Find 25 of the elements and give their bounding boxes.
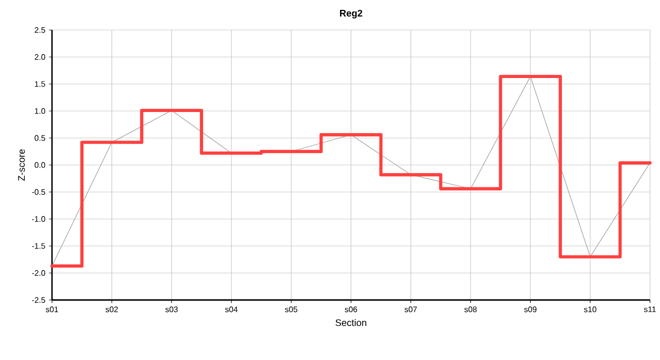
y-tick-label: 1.0 — [34, 108, 46, 114]
x-tick-label: s11 — [644, 306, 656, 312]
y-tick-label: -1.0 — [32, 216, 46, 222]
y-tick-label: 0.5 — [34, 135, 46, 141]
x-tick-label: s10 — [584, 306, 596, 312]
chart-title: Reg2 — [340, 10, 362, 18]
x-tick-label: s01 — [46, 306, 58, 312]
y-tick-label: 2.0 — [34, 54, 46, 60]
y-tick-label: -2.0 — [32, 270, 46, 276]
y-tick-label: -0.5 — [32, 189, 46, 195]
x-tick-label: s05 — [284, 306, 298, 312]
x-tick-label: s04 — [225, 306, 238, 312]
x-axis-title: Section — [336, 319, 366, 326]
x-tick-label: s02 — [106, 306, 118, 312]
y-tick-label: 2.5 — [34, 27, 46, 33]
x-tick-label: s07 — [404, 306, 417, 312]
y-axis-title: Z-score — [18, 149, 25, 181]
y-tick-label: 1.5 — [34, 81, 46, 87]
x-tick-label: s08 — [464, 306, 477, 312]
x-tick-label: s09 — [524, 306, 536, 312]
y-tick-label: -1.5 — [32, 243, 46, 249]
y-tick-label: -2.5 — [32, 297, 46, 303]
x-tick-label: s03 — [165, 306, 178, 312]
y-tick-label: 0.0 — [34, 162, 46, 168]
x-tick-label: s06 — [344, 306, 358, 312]
